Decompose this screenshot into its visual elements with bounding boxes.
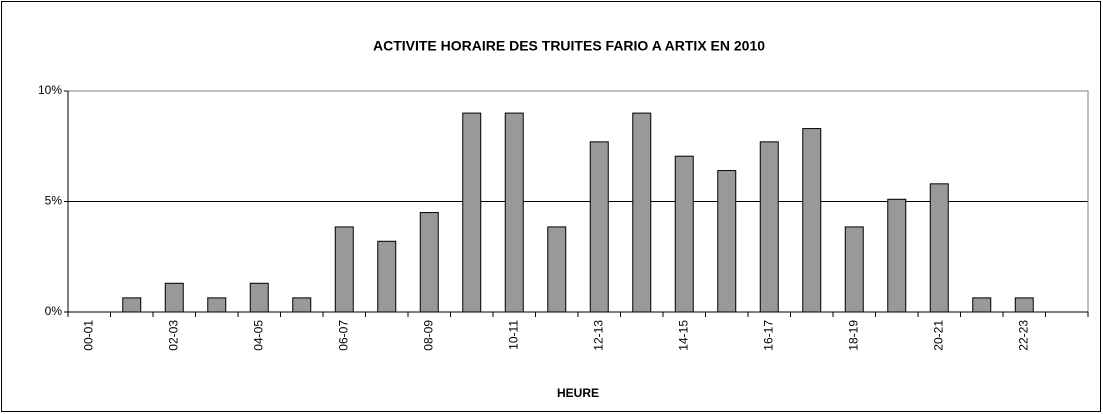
bar <box>632 112 652 313</box>
bar <box>674 155 694 313</box>
x-tick-label: 10-11 <box>506 320 520 350</box>
x-tick-label: 08-09 <box>421 320 435 351</box>
x-tick-label: 02-03 <box>166 320 180 351</box>
chart-title: ACTIVITE HORAIRE DES TRUITES FARIO A ART… <box>373 38 765 54</box>
y-tick-label: 10% <box>38 83 62 97</box>
x-tick-label: 04-05 <box>251 320 265 351</box>
bar <box>1014 297 1034 313</box>
y-tick-label: 5% <box>45 194 63 208</box>
bar <box>504 112 524 313</box>
bar <box>887 198 907 313</box>
x-tick-label: 00-01 <box>81 320 95 351</box>
x-tick-label: 06-07 <box>336 320 350 351</box>
bar <box>462 112 482 313</box>
bar <box>207 297 227 313</box>
x-tick-label: 22-23 <box>1016 320 1030 351</box>
x-tick-label: 18-19 <box>846 320 860 351</box>
bar <box>122 297 142 313</box>
y-tick-label: 0% <box>45 304 63 318</box>
bar <box>292 297 312 313</box>
x-tick-label: 12-13 <box>591 320 605 351</box>
bar <box>929 183 949 313</box>
x-tick-label: 14-15 <box>676 320 690 351</box>
bar <box>164 282 184 313</box>
bar <box>589 141 609 313</box>
x-axis-label: HEURE <box>557 386 599 400</box>
x-tick-label: 16-17 <box>761 320 775 351</box>
bar <box>717 170 737 313</box>
bar <box>419 212 439 313</box>
x-tick-label: 20-21 <box>931 320 945 351</box>
bar <box>759 141 779 313</box>
bar <box>844 226 864 313</box>
bar <box>547 226 567 313</box>
bar <box>377 240 397 313</box>
bar <box>802 128 822 313</box>
bar <box>249 282 269 313</box>
bar <box>972 297 992 313</box>
bar <box>334 226 354 313</box>
